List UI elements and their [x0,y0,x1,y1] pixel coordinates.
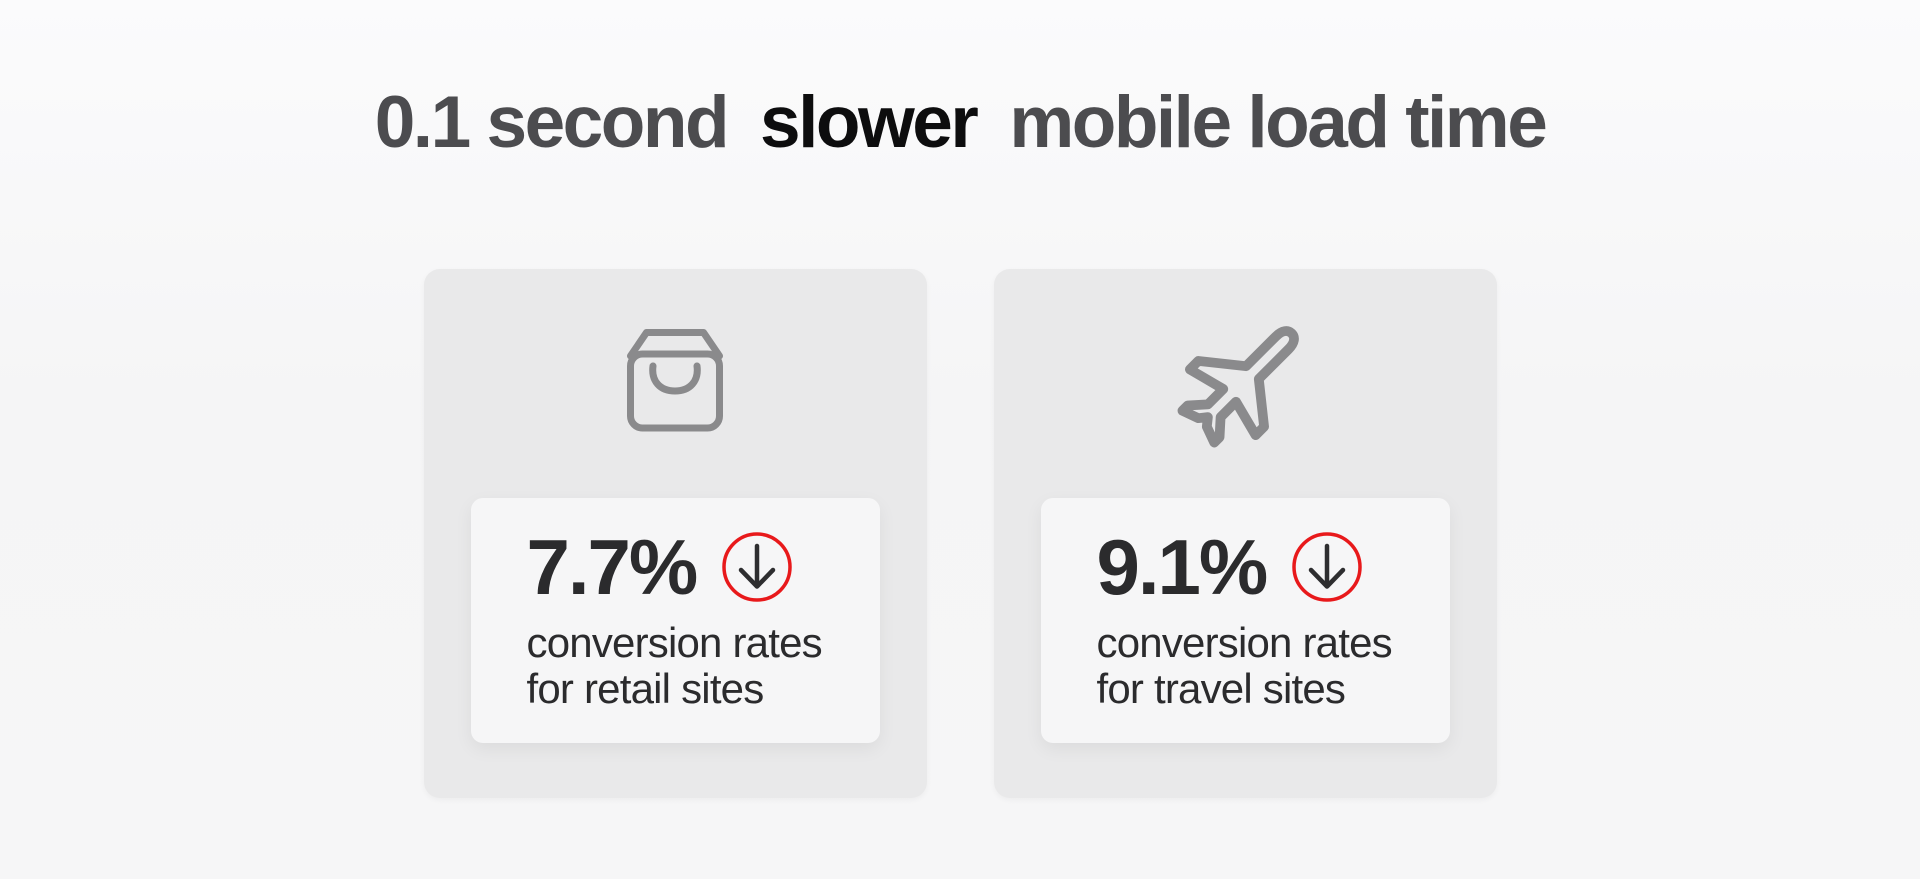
title-segment-emphasis: slower [760,82,979,163]
decrease-indicator-icon [722,532,793,602]
stat-value: 9.1% [1096,523,1269,611]
title-segment: mobile load time [1009,82,1547,163]
stat-value-row: 9.1% [1097,528,1426,606]
page-title: 0.1 second slower mobile load time [0,86,1920,159]
stat-description: conversion rates for travel sites [1097,620,1426,712]
shopping-bag-icon [424,269,927,491]
stat-cards-row: 7.7% conversion rates for retail sites [0,269,1920,798]
stat-description-line: for travel sites [1096,665,1346,712]
decrease-indicator-icon [1292,532,1363,602]
airplane-icon [994,269,1497,491]
stat-description-line: conversion rates [526,619,823,666]
stat-value: 7.7% [526,523,699,611]
retail-card: 7.7% conversion rates for retail sites [423,269,927,798]
stat-description-line: conversion rates [1096,619,1393,666]
stat-description-line: for retail sites [526,665,765,712]
travel-card: 9.1% conversion rates for travel sites [993,269,1497,798]
stat-value-row: 7.7% [527,528,856,606]
stat-panel: 7.7% conversion rates for retail sites [470,498,880,743]
stat-panel: 9.1% conversion rates for travel sites [1040,498,1450,743]
stat-description: conversion rates for retail sites [527,620,856,712]
title-segment: 0.1 second [374,82,730,163]
